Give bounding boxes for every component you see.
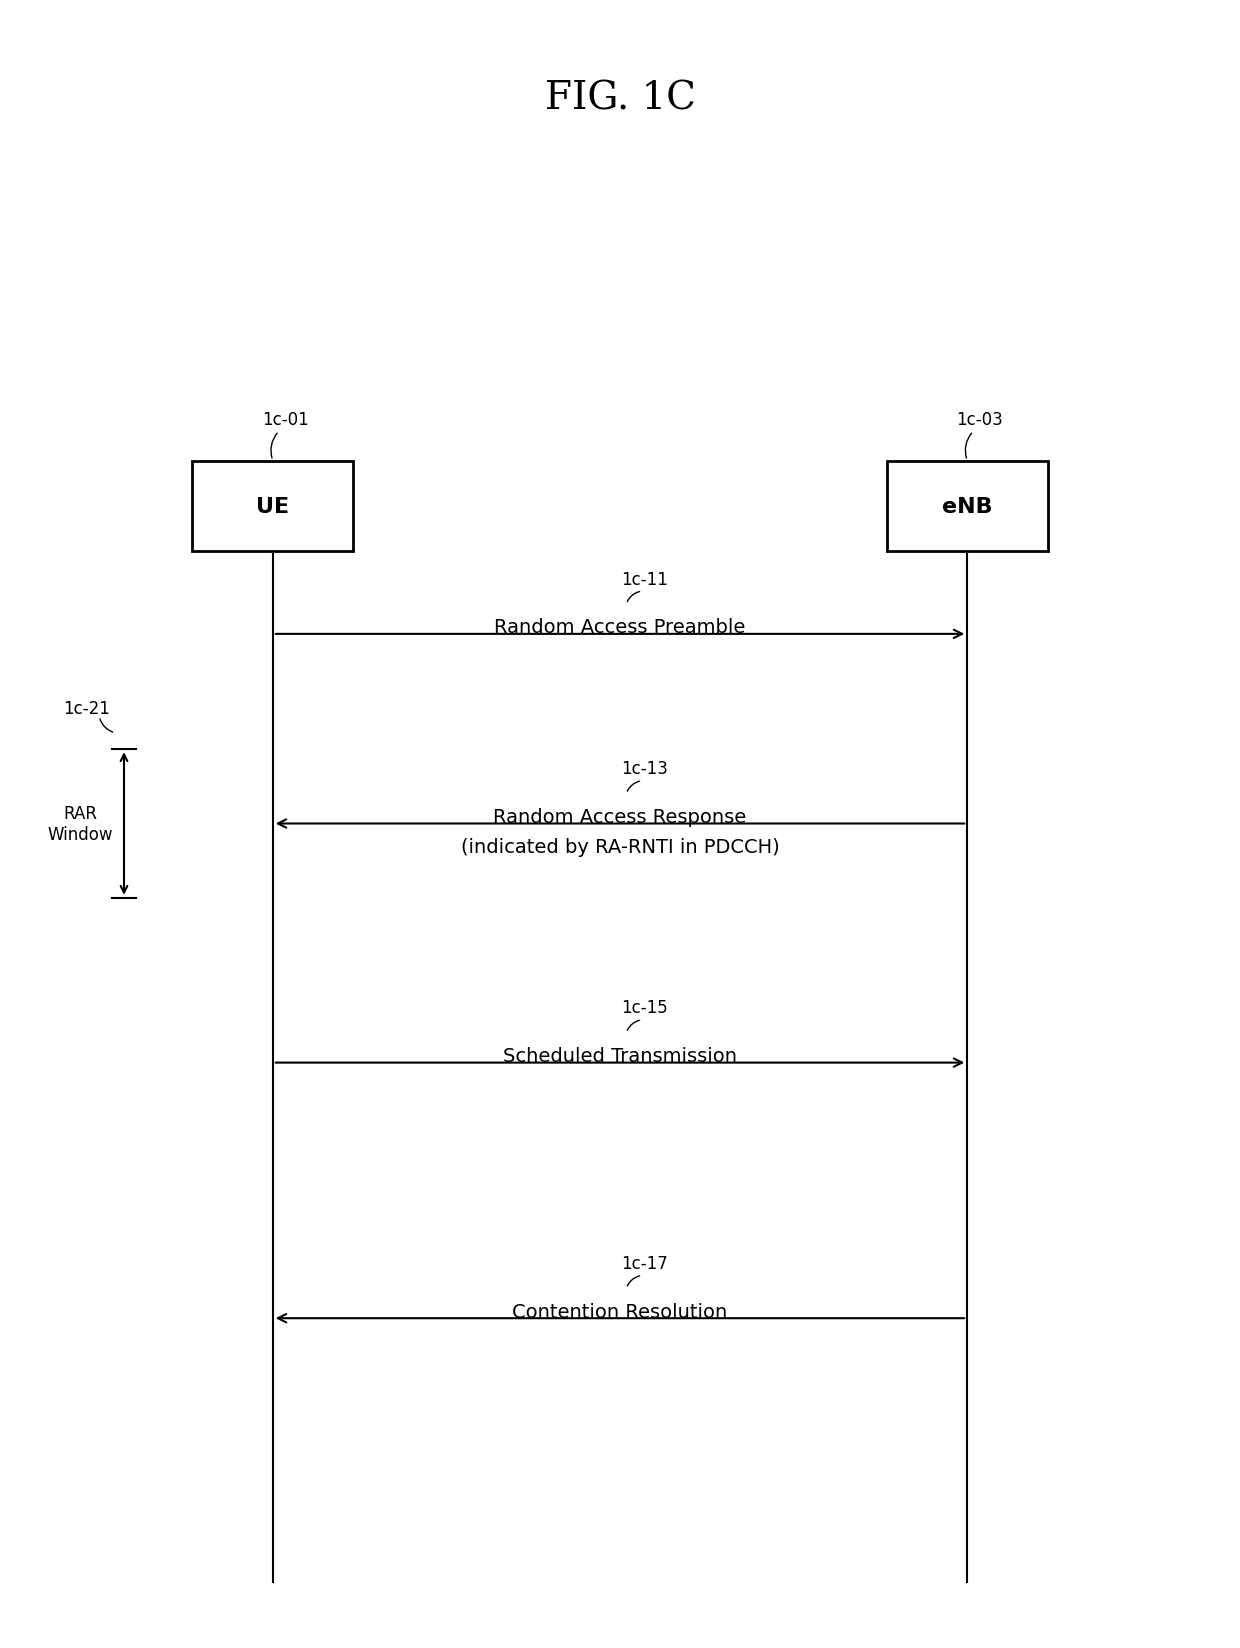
Text: FIG. 1C: FIG. 1C — [544, 81, 696, 117]
Text: Random Access Preamble: Random Access Preamble — [495, 618, 745, 638]
Text: eNB: eNB — [942, 496, 992, 517]
Text: Scheduled Transmission: Scheduled Transmission — [503, 1046, 737, 1066]
Text: (indicated by RA-RNTI in PDCCH): (indicated by RA-RNTI in PDCCH) — [460, 837, 780, 857]
Text: RAR
Window: RAR Window — [48, 804, 113, 844]
Text: Contention Resolution: Contention Resolution — [512, 1302, 728, 1322]
Text: 1c-03: 1c-03 — [956, 412, 1003, 428]
Text: 1c-17: 1c-17 — [621, 1254, 668, 1272]
Text: 1c-15: 1c-15 — [621, 999, 668, 1017]
Text: 1c-01: 1c-01 — [262, 412, 309, 428]
Text: 1c-13: 1c-13 — [621, 760, 668, 778]
FancyBboxPatch shape — [887, 461, 1048, 552]
FancyBboxPatch shape — [192, 461, 353, 552]
Text: UE: UE — [257, 496, 289, 517]
Text: 1c-21: 1c-21 — [63, 700, 110, 717]
Text: Random Access Response: Random Access Response — [494, 808, 746, 827]
Text: 1c-11: 1c-11 — [621, 570, 668, 588]
